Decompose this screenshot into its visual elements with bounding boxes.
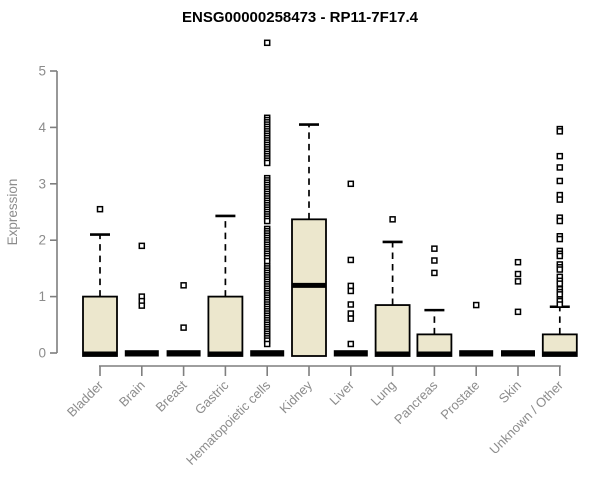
x-tick-label-breast: Breast: [153, 377, 190, 414]
outlier-point: [347, 310, 355, 317]
flat-box-prostate: [459, 350, 494, 357]
boxplot-kidney: [291, 123, 327, 357]
outlier-point: [347, 287, 355, 295]
outlier-point: [556, 128, 564, 135]
y-tick-label: 3: [38, 176, 46, 191]
x-tick-label-unknown-other: Unknown / Other: [486, 377, 566, 457]
flat-box-brain: [124, 350, 159, 357]
flat-box-skin: [501, 350, 535, 357]
box-lung: [374, 304, 411, 357]
outlier-point: [263, 39, 271, 47]
y-axis-label: Expression: [5, 179, 20, 246]
outlier-point: [556, 217, 564, 225]
chart-title: ENSG00000258473 - RP11-7F17.4: [182, 9, 419, 26]
outlier-point: [514, 308, 522, 316]
boxplot-hematopoietic-cells: [250, 39, 285, 357]
outlier-point: [180, 282, 187, 289]
boxplot-gastric: [207, 214, 244, 357]
box-gastric: [207, 295, 244, 357]
boxplot-bladder: [82, 205, 118, 357]
outlier-point: [556, 235, 564, 243]
outlier-point: [556, 266, 564, 273]
outlier-point: [556, 301, 564, 308]
outlier-point: [514, 270, 522, 278]
x-tick-label-lung: Lung: [368, 378, 399, 409]
boxplot-brain: [124, 242, 159, 357]
outlier-point: [347, 256, 355, 264]
outlier-point: [431, 245, 438, 252]
outlier-point: [96, 205, 104, 213]
outlier-point: [556, 280, 564, 287]
outlier-point: [431, 257, 438, 264]
outlier-point: [347, 340, 355, 348]
flat-box-liver: [333, 350, 368, 357]
outlier-point: [347, 282, 355, 290]
boxplot-prostate: [459, 301, 494, 357]
box-bladder: [82, 295, 118, 357]
x-tick-label-liver: Liver: [326, 377, 357, 408]
outlier-point: [263, 257, 271, 265]
boxplot-unknown-other: [541, 125, 578, 357]
boxplot-skin: [501, 258, 535, 357]
boxplot-breast: [166, 282, 201, 357]
outlier-point: [556, 152, 564, 160]
x-tick-label-skin: Skin: [496, 378, 524, 406]
outlier-point: [263, 340, 271, 348]
x-tick-label-brain: Brain: [116, 378, 148, 410]
outlier-point: [389, 216, 396, 223]
outlier-point: [347, 315, 355, 322]
outlier-point: [556, 164, 564, 171]
y-tick-label: 1: [38, 289, 46, 304]
y-tick-label: 0: [38, 346, 46, 361]
x-tick-label-bladder: Bladder: [64, 377, 107, 420]
outlier-point: [138, 242, 146, 250]
y-tick-label: 4: [38, 120, 46, 135]
x-tick-label-pancreas: Pancreas: [391, 377, 441, 427]
outlier-point: [347, 301, 355, 308]
flat-box-breast: [166, 350, 201, 357]
boxplot-liver: [333, 180, 368, 357]
x-tick-label-kidney: Kidney: [276, 377, 315, 416]
outlier-point: [514, 258, 522, 266]
x-tick-label-prostate: Prostate: [437, 378, 482, 423]
outlier-point: [431, 269, 438, 277]
outlier-point: [180, 324, 187, 331]
flat-box-hematopoietic-cells: [250, 350, 285, 357]
outlier-point: [263, 217, 271, 225]
x-tick-label-gastric: Gastric: [192, 377, 232, 417]
outlier-point: [556, 291, 564, 298]
outlier-point: [514, 278, 522, 285]
outlier-point: [138, 302, 146, 309]
boxplot-lung: [374, 216, 411, 357]
outlier-point: [556, 252, 564, 260]
outlier-point: [556, 196, 564, 203]
outlier-point: [556, 177, 564, 185]
boxplot-pancreas: [416, 245, 453, 357]
outlier-point: [347, 180, 355, 188]
y-tick-label: 2: [38, 233, 46, 248]
outlier-point: [263, 159, 271, 167]
outlier-point: [472, 301, 480, 309]
boxes: [82, 39, 578, 357]
y-tick-label: 5: [38, 64, 46, 79]
